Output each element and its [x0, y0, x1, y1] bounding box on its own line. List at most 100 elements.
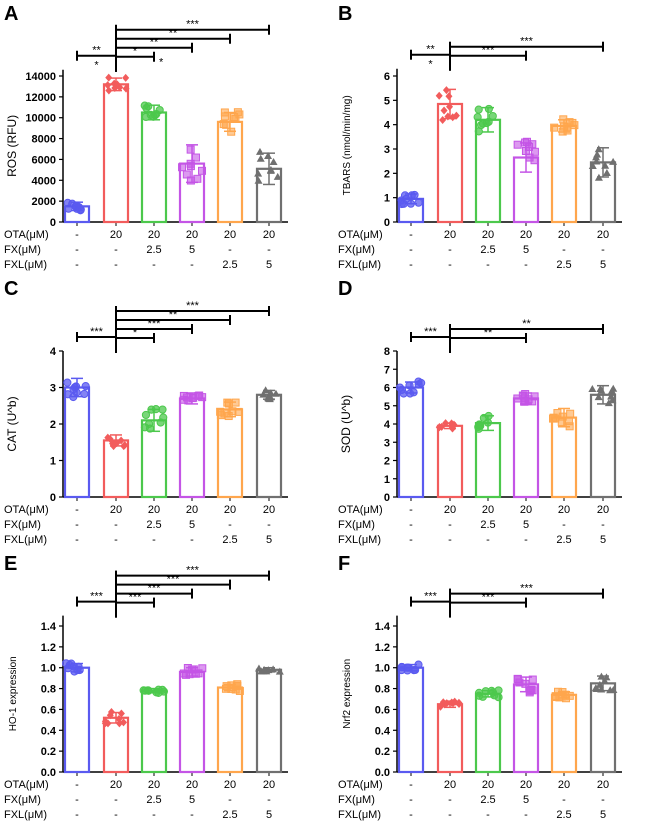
- group-value: -: [75, 519, 79, 531]
- data-point: [254, 169, 263, 177]
- data-point: [186, 162, 195, 171]
- data-point: [566, 409, 575, 418]
- group-value: -: [486, 809, 490, 821]
- y-tick-label: 6: [384, 71, 390, 83]
- row-label: FX(μM): [338, 519, 375, 531]
- data-point: [81, 382, 90, 391]
- significance-label: **: [484, 327, 493, 339]
- row-label: FX(μM): [4, 519, 41, 531]
- data-point: [69, 392, 78, 402]
- group-value: 20: [186, 504, 198, 516]
- group-value: -: [267, 794, 271, 806]
- group-value: -: [114, 244, 118, 256]
- data-point: [155, 105, 164, 115]
- y-axis-label: HO-1 expression: [8, 656, 19, 731]
- group-value: 20: [558, 229, 570, 241]
- group-value: 20: [186, 779, 198, 791]
- data-point: [448, 423, 456, 432]
- bar-5: [255, 668, 283, 774]
- bar-4: [550, 124, 578, 224]
- bar-2: [140, 689, 168, 774]
- significance-label: ***: [186, 19, 200, 31]
- group-value: -: [448, 534, 452, 546]
- data-point: [450, 420, 458, 429]
- group-value: -: [562, 519, 566, 531]
- row-label: OTA(μM): [4, 504, 49, 516]
- data-point: [80, 389, 89, 399]
- y-tick-label: 1: [384, 193, 390, 205]
- data-point: [117, 709, 125, 718]
- bar-0: [397, 666, 425, 774]
- group-value: 5: [189, 244, 195, 256]
- group-value: -: [486, 534, 490, 546]
- group-value: -: [448, 244, 452, 256]
- row-label: FX(μM): [4, 244, 41, 256]
- data-point: [563, 126, 572, 135]
- y-tick-label: 0.8: [375, 684, 390, 696]
- group-value: 20: [444, 504, 456, 516]
- group-value: 20: [263, 779, 275, 791]
- group-value: 5: [266, 534, 272, 546]
- significance-label: **: [522, 318, 531, 330]
- data-point: [525, 688, 534, 697]
- data-point: [442, 419, 450, 428]
- data-point: [414, 198, 423, 207]
- bar-4: [550, 693, 578, 774]
- group-value: 5: [600, 809, 606, 821]
- panel-letter: B: [338, 3, 352, 25]
- bar-5: [255, 393, 283, 499]
- data-point: [435, 91, 443, 100]
- data-point: [515, 678, 524, 687]
- data-point: [116, 83, 124, 92]
- group-value: 20: [444, 229, 456, 241]
- data-point: [141, 410, 151, 420]
- group-value: 5: [600, 534, 606, 546]
- group-value: 20: [263, 504, 275, 516]
- group-value: 20: [558, 779, 570, 791]
- group-value: 20: [110, 504, 122, 516]
- group-value: -: [448, 794, 452, 806]
- group-value: 2.5: [480, 519, 495, 531]
- y-tick-label: 1.0: [375, 663, 390, 675]
- group-value: -: [409, 809, 413, 821]
- y-tick-label: 12000: [25, 92, 56, 104]
- data-point: [63, 378, 72, 387]
- data-point: [188, 394, 197, 403]
- data-point: [195, 391, 204, 400]
- y-tick-label: 0.4: [41, 725, 57, 737]
- group-value: 20: [520, 229, 532, 241]
- y-tick-label: 2: [50, 419, 56, 431]
- data-point: [488, 111, 497, 121]
- significance-label: ***: [520, 36, 534, 48]
- y-tick-label: 0.4: [375, 725, 391, 737]
- group-value: -: [114, 534, 118, 546]
- group-value: 20: [186, 229, 198, 241]
- panel-letter: D: [338, 278, 352, 300]
- data-point: [524, 142, 533, 151]
- y-axis-label: ROS (RFU): [5, 115, 19, 177]
- data-point: [264, 394, 273, 402]
- y-tick-label: 1.4: [375, 621, 391, 633]
- panel-letter: E: [4, 553, 17, 575]
- data-point: [178, 163, 187, 172]
- group-value: -: [409, 244, 413, 256]
- data-point: [67, 659, 76, 668]
- data-point: [186, 145, 195, 154]
- group-value: 20: [110, 229, 122, 241]
- significance-label: ***: [90, 591, 104, 603]
- data-point: [601, 161, 610, 169]
- row-label: OTA(μM): [338, 229, 383, 241]
- y-tick-label: 10000: [25, 113, 56, 125]
- significance-label: *: [133, 46, 138, 58]
- data-point: [259, 390, 268, 398]
- y-tick-label: 5: [384, 401, 390, 413]
- group-value: -: [75, 794, 79, 806]
- group-value: 2.5: [556, 259, 571, 271]
- data-point: [194, 669, 203, 678]
- data-point: [562, 694, 571, 703]
- data-point: [233, 681, 242, 690]
- data-point: [273, 172, 282, 180]
- data-point: [528, 675, 537, 684]
- data-point: [594, 145, 603, 153]
